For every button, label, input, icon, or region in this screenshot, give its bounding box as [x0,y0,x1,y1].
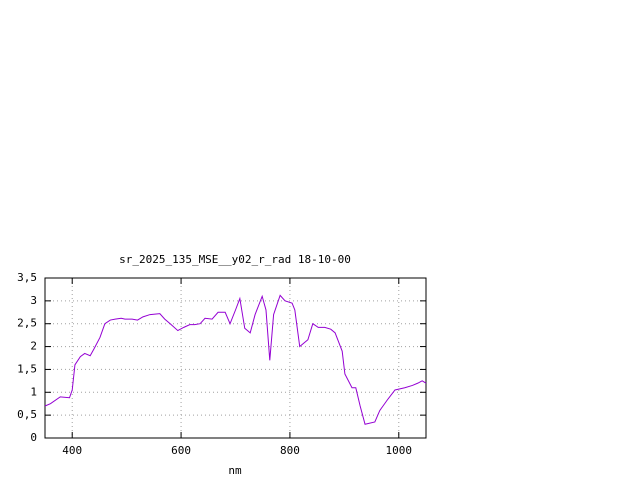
y-tick-label: 0,5 [17,408,37,421]
chart-title: sr_2025_135_MSE__y02_r_rad 18-10-00 [119,253,351,266]
x-tick-label: 1000 [386,444,413,457]
y-tick-label: 3,5 [17,271,37,284]
y-tick-label: 1,5 [17,362,37,375]
y-tick-label: 0 [30,431,37,444]
y-tick-label: 2,5 [17,317,37,330]
plot-frame [44,277,427,439]
data-line [44,294,427,425]
y-tick-label: 3 [30,294,37,307]
x-tick-label: 400 [62,444,82,457]
y-tick-label: 2 [30,340,37,353]
x-axis-label: nm [228,464,242,477]
x-tick-label: 600 [171,444,191,457]
y-tick-label: 1 [30,385,37,398]
x-tick-label: 800 [280,444,300,457]
